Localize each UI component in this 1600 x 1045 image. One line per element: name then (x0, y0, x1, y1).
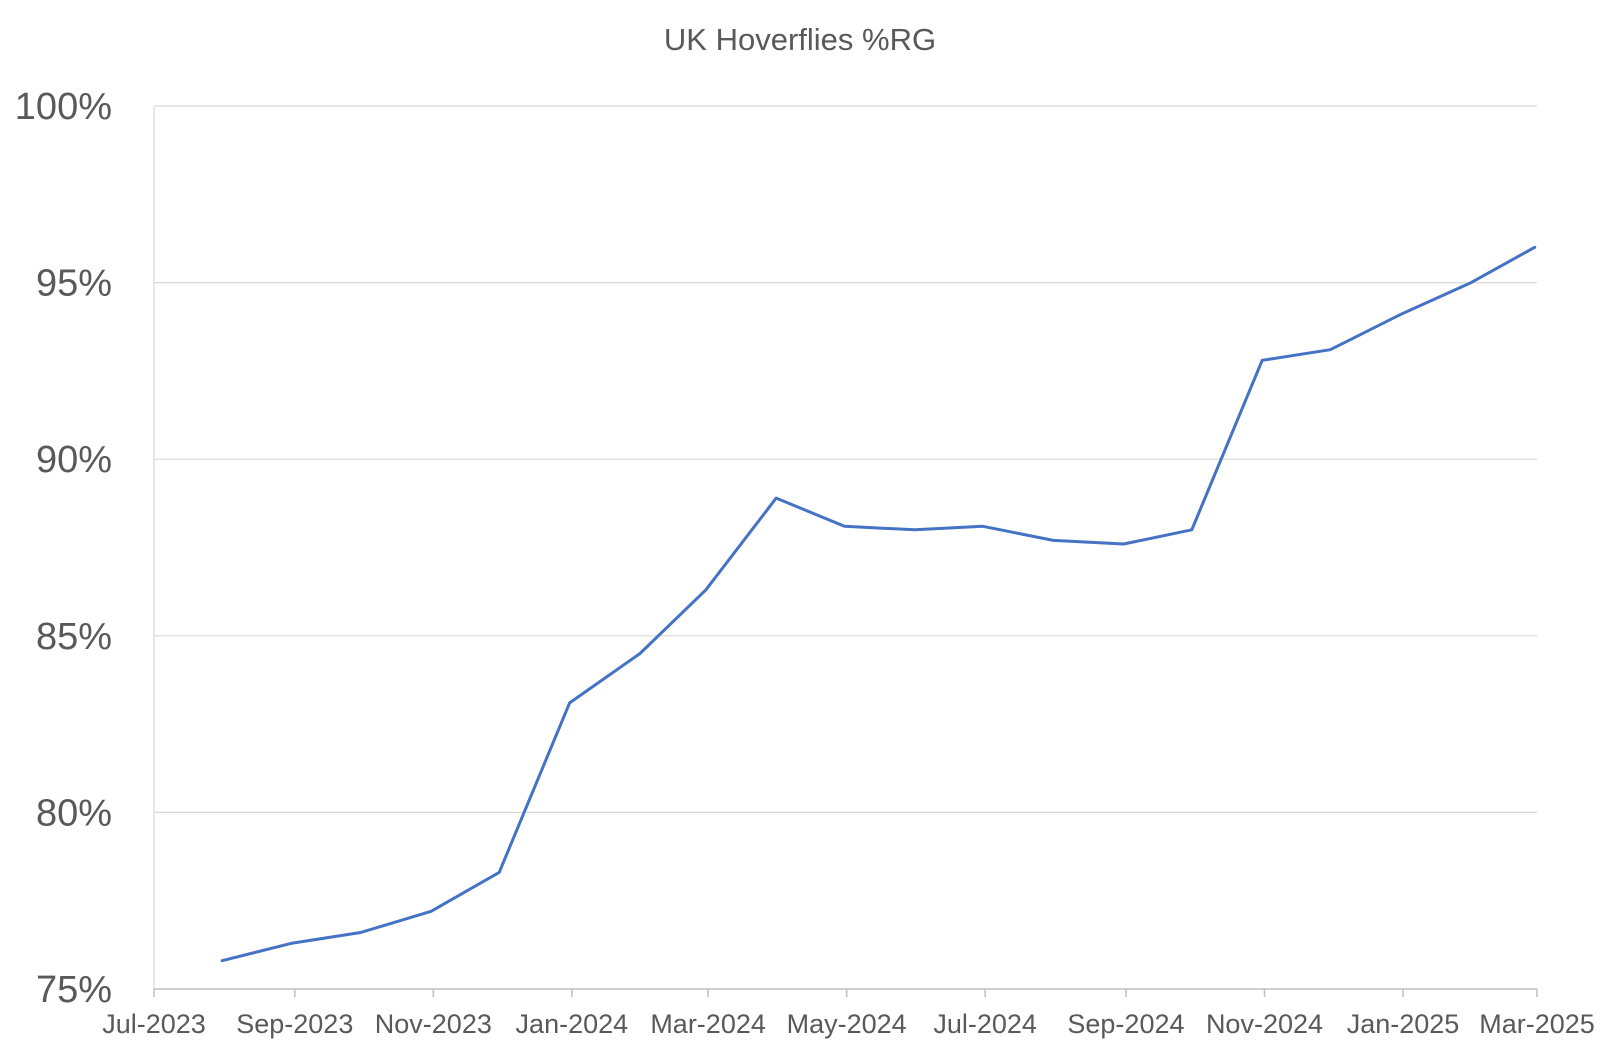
gridlines (154, 105, 1537, 814)
x-tick-label: Jul-2024 (933, 1009, 1037, 1039)
x-tick-label: Mar-2024 (650, 1009, 766, 1039)
series-line (220, 245, 1537, 963)
x-tick-label: Sep-2024 (1067, 1009, 1184, 1039)
x-axis-ticks: Jul-2023 Sep-2023 Nov-2023 Jan-2024 Mar-2024… (102, 989, 1595, 1039)
axes (153, 106, 1537, 990)
x-tick-label: Mar-2025 (1479, 1009, 1595, 1039)
x-tick-label: Nov-2023 (375, 1009, 492, 1039)
y-axis-ticks: 100% 95% 90% 85% 80% 75% (15, 86, 112, 1011)
y-tick-label: 95% (36, 263, 112, 305)
x-tick-label: Sep-2023 (236, 1009, 353, 1039)
x-tick-label: May-2024 (787, 1009, 907, 1039)
y-tick-label: 100% (15, 86, 112, 128)
series-layer (220, 245, 1537, 963)
chart-title: UK Hoverflies %RG (663, 22, 937, 57)
y-tick-label: 90% (36, 439, 112, 481)
y-tick-label: 75% (36, 969, 112, 1011)
x-tick-label: Jan-2024 (516, 1009, 629, 1039)
x-tick-label: Nov-2024 (1206, 1009, 1323, 1039)
x-tick-label: Jul-2023 (102, 1009, 206, 1039)
y-tick-label: 80% (36, 792, 112, 834)
y-tick-label: 85% (36, 616, 112, 658)
x-tick-label: Jan-2025 (1347, 1009, 1460, 1039)
